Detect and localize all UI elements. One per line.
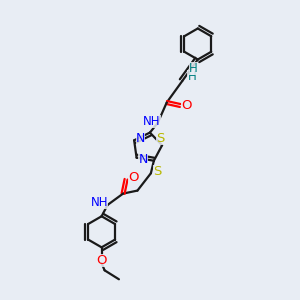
Text: NH: NH bbox=[91, 196, 108, 209]
Text: N: N bbox=[139, 153, 148, 166]
Text: N: N bbox=[136, 132, 146, 145]
Text: O: O bbox=[128, 171, 139, 184]
Text: H: H bbox=[188, 70, 196, 83]
Text: O: O bbox=[182, 99, 192, 112]
Text: S: S bbox=[153, 165, 162, 178]
Text: NH: NH bbox=[143, 115, 160, 128]
Text: O: O bbox=[96, 254, 107, 267]
Text: H: H bbox=[189, 62, 198, 75]
Text: S: S bbox=[156, 132, 165, 145]
